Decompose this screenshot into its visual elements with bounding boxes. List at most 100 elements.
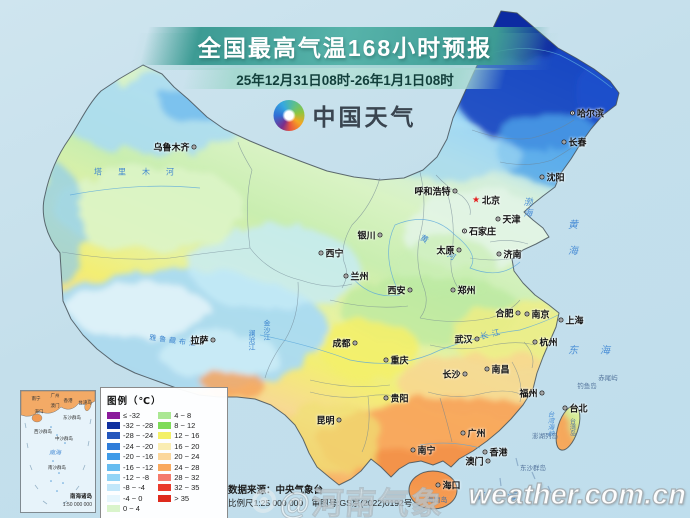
city-marker-icon xyxy=(210,337,216,343)
sea-name-label: 黄海 xyxy=(565,219,577,271)
legend-swatch xyxy=(107,411,120,419)
city-label: 沈阳 xyxy=(539,171,565,184)
inset-map-graphic xyxy=(21,391,95,512)
city-label: 兰州 xyxy=(343,270,369,283)
inset-place-label: 西沙群岛 xyxy=(34,429,52,434)
legend-item: -20 ~ -16 xyxy=(107,452,153,462)
inset-place-label: 澳门 xyxy=(50,403,60,408)
island-name-label: 东沙群岛 xyxy=(520,465,546,472)
city-marker-icon xyxy=(383,357,389,363)
legend-label: -8 ~ -4 xyxy=(123,483,145,493)
inset-scale: 1:50 000 000 xyxy=(62,502,92,508)
legend-swatch xyxy=(107,474,120,482)
legend-label: 12 ~ 16 xyxy=(174,431,200,441)
province-borders xyxy=(61,119,575,453)
city-marker-icon xyxy=(485,458,491,464)
forecast-period: 25年12月31日08时-26年1月1日08时 xyxy=(236,72,454,88)
city-label: 广州 xyxy=(460,427,486,440)
island-name-label: 台湾岛 xyxy=(568,418,575,436)
legend-item: -28 ~ -24 xyxy=(107,431,153,441)
legend-item: 16 ~ 20 xyxy=(158,441,199,451)
inset-caption: 南海诸岛 xyxy=(69,494,92,500)
city-marker-icon xyxy=(539,174,545,180)
legend-item: 24 ~ 28 xyxy=(158,462,199,472)
city-name: 天津 xyxy=(502,214,521,225)
city-name: 长沙 xyxy=(442,369,461,380)
city-marker-icon xyxy=(532,339,538,345)
city-label: 长沙 xyxy=(442,368,468,381)
legend-label: -4 ~ 0 xyxy=(123,493,143,503)
city-marker-icon xyxy=(336,417,342,423)
legend-label: > 35 xyxy=(174,493,190,503)
city-marker-icon xyxy=(456,247,462,253)
city-label: 南昌 xyxy=(484,363,510,376)
legend-swatch xyxy=(107,442,120,450)
city-label: 石家庄 xyxy=(461,225,496,238)
city-label: 昆明 xyxy=(316,414,342,427)
city-name: 哈尔滨 xyxy=(576,108,605,119)
city-name: 海口 xyxy=(442,480,461,491)
city-marker-icon xyxy=(383,395,389,401)
legend: 图例（℃） ≤ -32 -32 ~ -28 -28 ~ -24 -24 ~ -20 -2… xyxy=(100,387,228,518)
pinwheel-logo-icon xyxy=(273,99,305,131)
title-banner: 全国最高气温168小时预报 xyxy=(144,27,546,65)
city-label: 哈尔滨 xyxy=(569,107,605,120)
city-name: 昆明 xyxy=(316,415,335,426)
city-marker-icon xyxy=(450,287,456,293)
city-marker-icon xyxy=(343,273,349,279)
city-name: 武汉 xyxy=(454,334,473,345)
city-marker-icon xyxy=(569,110,575,116)
legend-swatch xyxy=(158,463,172,471)
city-label: 成都 xyxy=(332,337,358,350)
city-label: 南京 xyxy=(524,308,550,321)
legend-item: -32 ~ -28 xyxy=(107,420,153,430)
legend-item: 32 ~ 35 xyxy=(158,483,199,493)
city-label: 郑州 xyxy=(450,284,476,297)
city-name: 太原 xyxy=(436,245,455,256)
city-marker-icon xyxy=(515,310,521,316)
legend-label: 0 ~ 4 xyxy=(123,504,140,514)
city-label: 拉萨 xyxy=(190,334,216,347)
sea-name-label: 南海 xyxy=(474,491,538,503)
city-label: 合肥 xyxy=(495,307,521,320)
legend-label: -20 ~ -16 xyxy=(123,452,154,462)
legend-swatch xyxy=(158,474,172,482)
data-source-text: 数据来源：中央气象台 xyxy=(228,485,324,496)
city-label: 武汉 xyxy=(454,333,480,346)
legend-title: 图例（℃） xyxy=(107,396,162,407)
page-title: 全国最高气温168小时预报 xyxy=(197,35,493,61)
city-name: 拉萨 xyxy=(190,335,209,346)
legend-swatch xyxy=(158,484,172,492)
legend-item: 8 ~ 12 xyxy=(158,420,199,430)
site-watermark: weather.com.cn xyxy=(468,478,687,511)
rivers xyxy=(69,48,613,449)
legend-label: 16 ~ 20 xyxy=(174,441,200,451)
inset-place-label: 南宁 xyxy=(31,396,41,401)
city-label: 海口 xyxy=(435,479,461,492)
inset-place-label: 南海 xyxy=(48,450,62,457)
city-label: 天津 xyxy=(495,213,521,226)
city-name: 银川 xyxy=(357,230,376,241)
city-name: 郑州 xyxy=(457,285,476,296)
city-name: 南宁 xyxy=(417,445,436,456)
legend-label: 32 ~ 35 xyxy=(174,483,200,493)
legend-item: 4 ~ 8 xyxy=(158,410,199,420)
city-name: 福州 xyxy=(519,388,538,399)
city-name: 西宁 xyxy=(325,248,344,259)
city-name: 西安 xyxy=(387,285,406,296)
legend-item: -16 ~ -12 xyxy=(107,462,153,472)
island-name-label: 澎湖列岛 xyxy=(532,433,558,440)
legend-label: -12 ~ -8 xyxy=(123,473,150,483)
legend-item: ≤ -32 xyxy=(107,410,153,420)
legend-swatch xyxy=(158,494,172,502)
city-label: 福州 xyxy=(519,387,545,400)
inset-place-label: 南沙群岛 xyxy=(48,465,66,470)
inset-place-label: 广州 xyxy=(50,393,60,398)
city-label: 乌鲁木齐 xyxy=(153,141,197,154)
legend-label: 28 ~ 32 xyxy=(174,473,200,483)
city-name: 澳门 xyxy=(465,456,484,467)
legend-item: -4 ~ 0 xyxy=(107,493,153,503)
city-label: 西安 xyxy=(387,284,413,297)
